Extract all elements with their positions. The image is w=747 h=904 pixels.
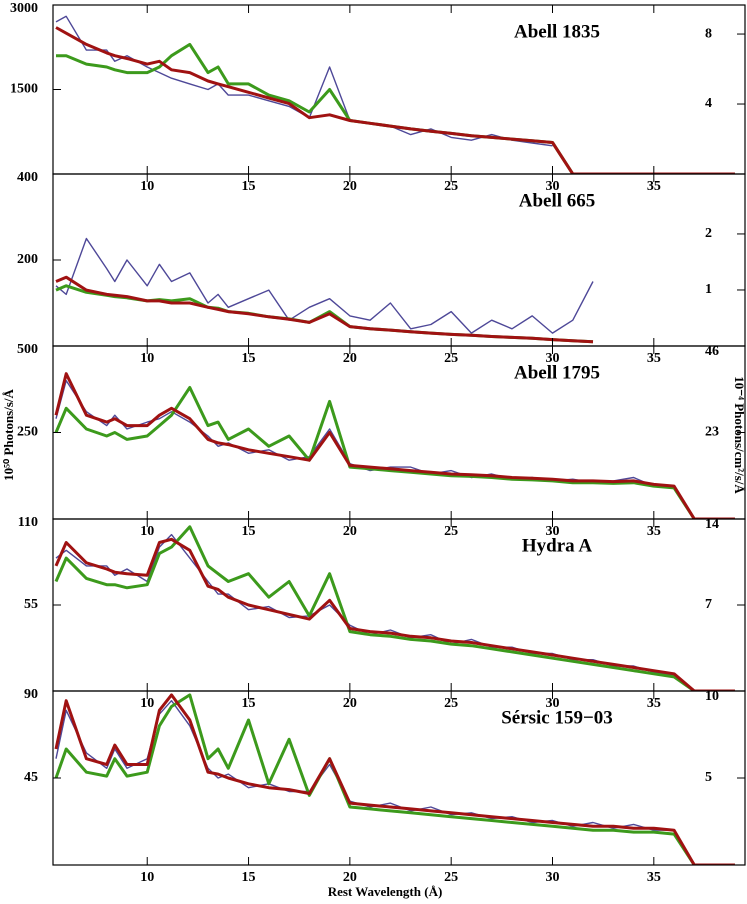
panel-frame [52, 345, 746, 520]
panel-title: Abell 1795 [514, 362, 600, 383]
panel-title: Hydra A [522, 535, 592, 556]
y-tick-label: 45 [24, 770, 38, 785]
y-tick-label: 110 [18, 515, 38, 530]
y2-tick-label: 10 [705, 689, 719, 704]
x-tick-label: 10 [140, 351, 154, 366]
y-tick-label: 1500 [10, 82, 38, 97]
y2-tick-label: 5 [705, 770, 712, 785]
x-tick-label: 30 [545, 179, 559, 194]
y-tick-label: 250 [17, 425, 38, 440]
series-line [55, 26, 735, 174]
y2-tick-label: 23 [705, 425, 719, 440]
y-tick-label: 400 [17, 170, 38, 185]
series-line [55, 15, 553, 147]
x-tick-label: 35 [647, 179, 661, 194]
series-line [55, 275, 594, 344]
panel-title: Abell 1835 [514, 21, 600, 42]
series-line [54, 386, 735, 519]
x-tick-label: 35 [647, 524, 661, 539]
y-tick-label: 55 [24, 597, 38, 612]
y2-tick-label: 2 [705, 226, 712, 241]
panel-title: Sérsic 159−03 [501, 707, 613, 728]
x-tick-label: 25 [444, 179, 458, 194]
x-tick-label: 25 [444, 696, 458, 711]
y-tick-label: 3000 [10, 1, 38, 16]
series-line [55, 237, 594, 334]
y-axis-label: 10⁵⁰ Photons/s/Å [1, 388, 16, 480]
x-tick-label: 10 [140, 524, 154, 539]
x-tick-label: 30 [545, 870, 559, 885]
series-line [54, 693, 735, 865]
x-tick-label: 35 [647, 696, 661, 711]
x-tick-label: 15 [242, 179, 256, 194]
y2-tick-label: 8 [705, 26, 712, 41]
series-line [54, 693, 735, 865]
x-tick-label: 30 [545, 696, 559, 711]
y-tick-label: 90 [24, 687, 38, 702]
x-tick-label: 30 [545, 524, 559, 539]
series-line [56, 42, 735, 174]
x-tick-label: 10 [140, 696, 154, 711]
x-tick-label: 20 [343, 351, 357, 366]
x-tick-label: 10 [140, 179, 154, 194]
x-tick-label: 15 [242, 870, 256, 885]
panel-frame [52, 4, 746, 175]
x-tick-label: 25 [444, 524, 458, 539]
series-line [54, 525, 735, 691]
x-tick-label: 25 [444, 870, 458, 885]
x-tick-label: 20 [343, 696, 357, 711]
x-tick-label: 15 [242, 524, 256, 539]
y2-tick-label: 46 [705, 344, 719, 359]
y2-tick-label: 14 [705, 517, 719, 532]
x-tick-label: 10 [140, 870, 154, 885]
panel-title: Abell 665 [519, 190, 596, 211]
x-tick-label: 20 [343, 524, 357, 539]
y-tick-label: 200 [17, 252, 38, 267]
x-tick-label: 20 [343, 179, 357, 194]
y2-tick-label: 4 [705, 96, 712, 111]
x-tick-label: 35 [647, 351, 661, 366]
panel-frame [52, 518, 746, 692]
y-tick-label: 500 [17, 342, 38, 357]
x-axis-label: Rest Wavelength (Å) [328, 884, 443, 899]
x-tick-label: 35 [647, 870, 661, 885]
y2-axis-label: 10⁻⁴ Photons/cm²/s/Å [732, 376, 747, 494]
series-line [55, 284, 594, 344]
x-tick-label: 30 [545, 351, 559, 366]
series-line [54, 537, 735, 691]
x-tick-label: 15 [242, 351, 256, 366]
panel-frame [52, 173, 746, 347]
y2-tick-label: 1 [705, 282, 712, 297]
x-tick-label: 25 [444, 351, 458, 366]
x-tick-label: 15 [242, 696, 256, 711]
series-line [54, 372, 735, 519]
y2-tick-label: 7 [705, 597, 712, 612]
x-tick-label: 20 [343, 870, 357, 885]
